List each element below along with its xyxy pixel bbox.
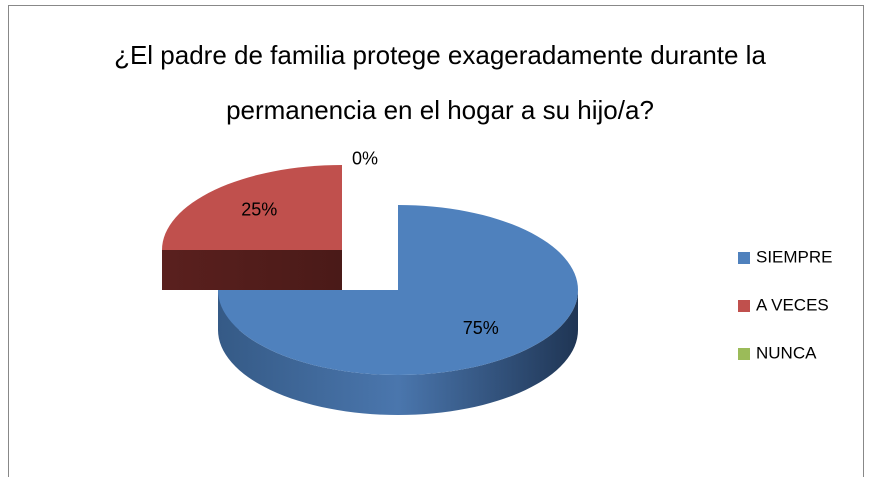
slice-wall (218, 290, 578, 415)
slice (218, 205, 578, 375)
legend-label: A VECES (756, 295, 829, 314)
chart-frame (8, 5, 864, 477)
chart-title: ¿El padre de familia protege exageradame… (114, 40, 766, 125)
legend-label: SIEMPRE (756, 247, 833, 266)
slice (162, 165, 342, 250)
legend-swatch (738, 348, 750, 360)
slice-face (162, 250, 342, 290)
data-label: 0% (352, 149, 378, 169)
legend-swatch (738, 300, 750, 312)
legend-swatch (738, 252, 750, 264)
legend-label: NUNCA (756, 343, 817, 362)
data-label: 25% (241, 200, 277, 220)
data-label: 75% (463, 318, 499, 338)
